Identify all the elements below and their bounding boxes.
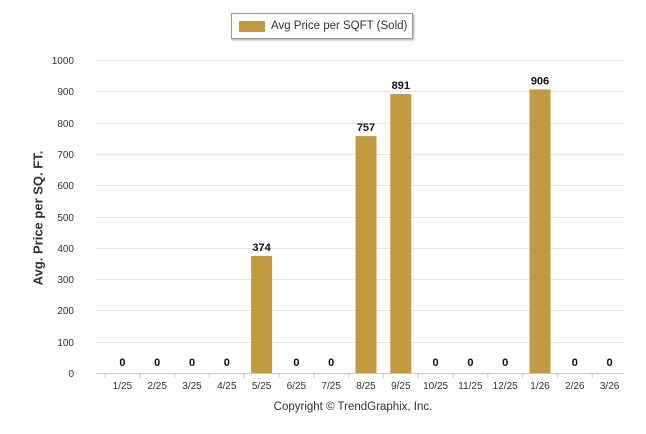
y-tick-label: 500 [57,213,74,224]
y-tick-label: 600 [57,181,74,192]
bar[interactable] [355,136,377,373]
x-tick-label: 4/25 [217,381,237,392]
x-tick-label: 12/25 [493,381,518,392]
x-tick-label: 3/26 [600,381,620,392]
data-label: 0 [154,357,160,369]
data-labels: 0 0 0 0 374 0 0 757 891 0 0 0 906 0 0 [119,75,612,369]
y-tick-label: 300 [57,275,74,286]
bar[interactable] [390,94,412,373]
y-tick-label: 200 [57,306,74,317]
data-label: 757 [357,122,375,134]
y-axis-title: Avg. Price per SQ. FT. [30,150,46,286]
x-tick-label: 1/26 [530,381,550,392]
y-tick-label: 0 [68,369,74,380]
x-tick-label: 2/26 [565,381,585,392]
y-tick-label: 900 [57,87,74,98]
x-tick-label: 6/25 [287,381,307,392]
y-tick-label: 100 [57,338,74,349]
x-tick-label: 5/25 [252,381,272,392]
x-tick-label: 9/25 [391,381,411,392]
x-axis-ticks: 1/25 2/25 3/25 4/25 5/25 6/25 7/25 8/25 9/25 10/2… [104,373,620,392]
x-tick-label: 1/25 [113,381,133,392]
data-label: 0 [328,357,334,369]
data-label: 0 [119,357,125,369]
x-tick-label: 10/25 [423,381,448,392]
data-label: 0 [293,357,299,369]
data-label: 0 [224,357,230,369]
x-tick-label: 3/25 [182,381,202,392]
data-label: 0 [467,357,473,369]
x-tick-label: 2/25 [147,381,167,392]
data-label: 906 [531,75,549,87]
y-tick-label: 400 [57,244,74,255]
legend-swatch [239,20,265,32]
x-tick-label: 7/25 [321,381,341,392]
data-label: 891 [392,80,410,92]
bar[interactable] [529,89,551,374]
y-tick-label: 700 [57,150,74,161]
bars [251,89,551,374]
legend-label: Avg Price per SQFT (Sold) [271,20,408,32]
legend[interactable]: Avg Price per SQFT (Sold) [231,13,413,39]
data-label: 0 [433,357,439,369]
bar[interactable] [251,255,273,373]
x-tick-label: 8/25 [356,381,376,392]
data-label: 0 [502,357,508,369]
data-label: 0 [572,357,578,369]
y-axis-ticks: 0 100 200 300 400 500 600 700 800 900 1000 [52,56,75,380]
data-label: 0 [607,357,613,369]
data-label: 374 [252,242,271,254]
y-tick-label: 800 [57,119,74,130]
y-tick-label: 1000 [52,56,75,67]
x-tick-label: 11/25 [458,381,483,392]
copyright-footer: Copyright © TrendGraphix, Inc. [273,401,433,413]
data-label: 0 [189,357,195,369]
